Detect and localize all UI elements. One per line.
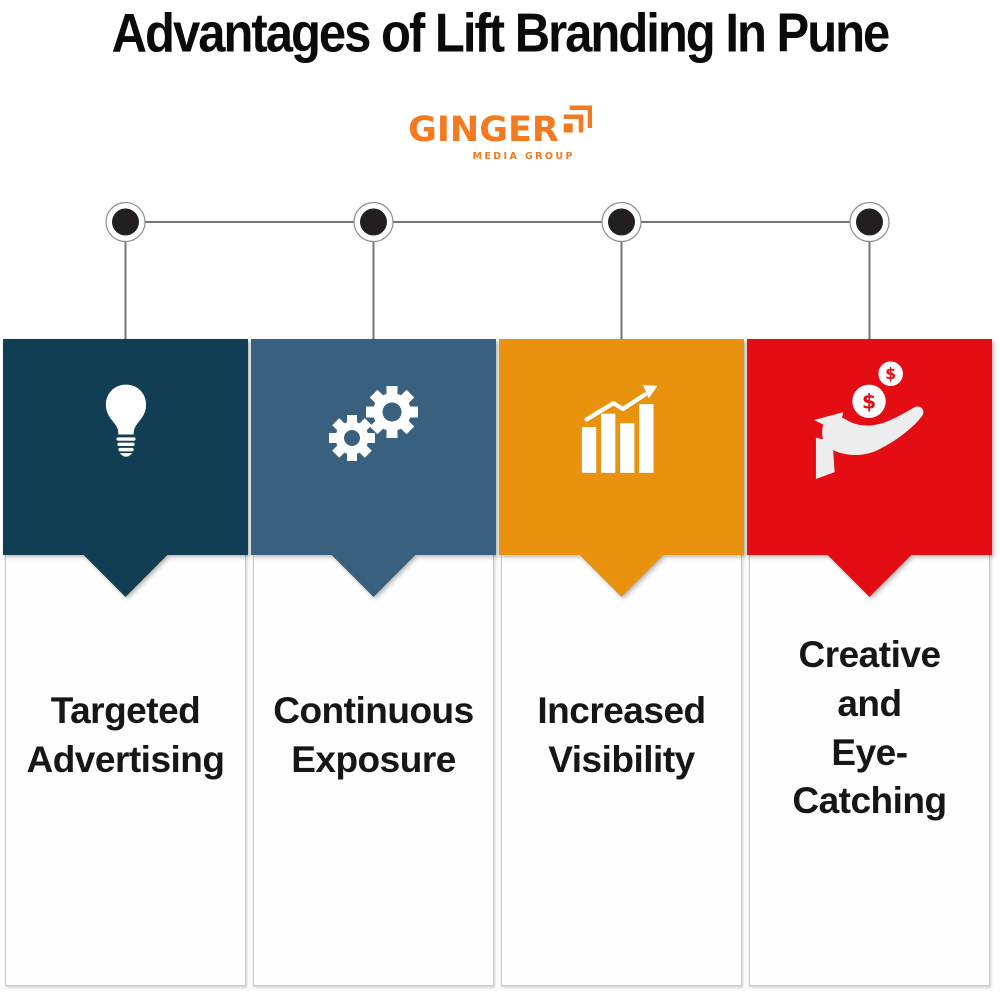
svg-text:$: $	[885, 364, 896, 383]
ribbon-banner	[747, 339, 992, 597]
column-label: Continuous Exposure	[273, 690, 474, 780]
brand-name: GINGER	[408, 110, 559, 150]
ribbon-banner	[3, 339, 248, 597]
bar-chart-growth-icon	[581, 385, 657, 473]
column-label: Creative and Eye- Catching	[792, 634, 947, 822]
timeline-connector	[105, 201, 890, 341]
ribbon-banner-shape	[251, 339, 496, 597]
timeline-node	[601, 201, 642, 243]
page-title: Advantages of Lift Branding In Pune	[111, 3, 891, 64]
timeline-node	[849, 201, 890, 243]
brand-subtitle: MEDIA GROUP	[472, 151, 575, 162]
ginger-logo-icon	[563, 105, 592, 133]
column-label: Increased Visibility	[537, 690, 706, 780]
ribbon-banner	[251, 339, 496, 597]
gears-icon	[328, 386, 418, 461]
column-targeted-advertising: Targeted Advertising	[3, 339, 248, 986]
brand-logo: GINGER MEDIA GROUP	[408, 105, 592, 163]
svg-text:$: $	[861, 390, 875, 414]
column-label: Targeted Advertising	[26, 690, 225, 780]
lightbulb-icon	[105, 384, 146, 457]
column-creative-eye-catching: $ $ Creative and Eye- Catching	[747, 339, 992, 986]
timeline-node	[353, 201, 394, 243]
column-increased-visibility: Increased Visibility	[499, 339, 744, 986]
ribbon-banner-shape	[3, 339, 248, 597]
timeline-node	[105, 201, 146, 243]
brand-logo-text: GINGER MEDIA GROUP	[408, 110, 572, 163]
column-continuous-exposure: Continuous Exposure	[251, 339, 496, 986]
ribbon-banner-shape	[747, 339, 992, 597]
hand-money-icon: $ $	[813, 361, 923, 479]
